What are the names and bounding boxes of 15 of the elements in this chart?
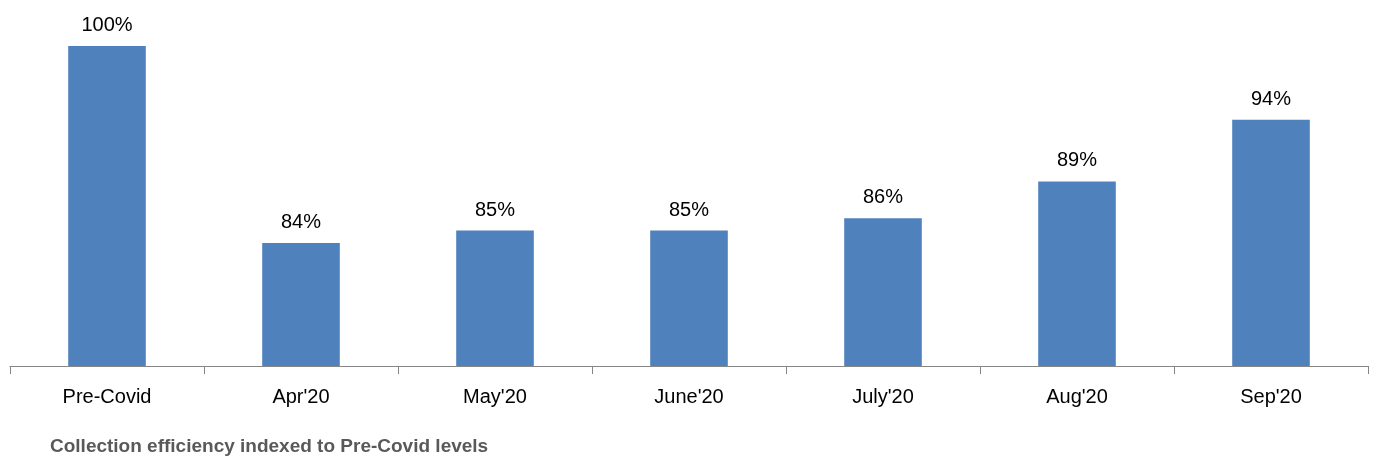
x-tick-label: Pre-Covid (62, 385, 152, 407)
data-label: 84% (280, 209, 322, 232)
x-tick-label: Aug'20 (1046, 385, 1108, 407)
data-label: 85% (474, 197, 516, 220)
x-tick-label: July'20 (852, 385, 914, 407)
data-label: 85% (668, 197, 710, 220)
data-label: 94% (1250, 86, 1292, 109)
x-tick-label: Sep'20 (1240, 385, 1302, 407)
text: Collection efficiency indexed to Pre-Covid levels (50, 435, 489, 456)
data-label: 89% (1056, 148, 1098, 171)
x-tick-label: May'20 (463, 385, 527, 407)
x-tick-label: Apr'20 (272, 385, 330, 407)
x-tick-label: June'20 (654, 385, 724, 407)
data-label: 100% (81, 13, 133, 35)
data-label: 86% (862, 185, 904, 208)
